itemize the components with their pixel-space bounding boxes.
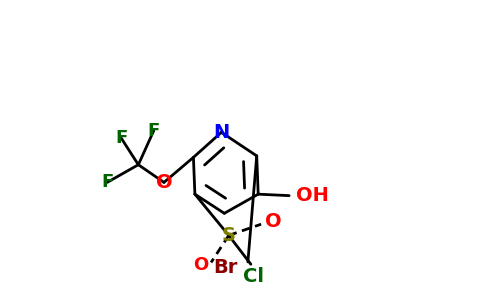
Text: S: S	[222, 226, 236, 245]
Text: O: O	[156, 173, 172, 192]
Text: F: F	[148, 122, 160, 140]
Text: OH: OH	[296, 186, 329, 205]
Text: F: F	[115, 129, 127, 147]
Text: O: O	[193, 256, 209, 274]
Text: Br: Br	[213, 258, 238, 277]
Text: Cl: Cl	[243, 266, 264, 286]
Text: F: F	[101, 173, 113, 191]
Text: O: O	[265, 212, 281, 231]
Text: N: N	[213, 123, 229, 142]
